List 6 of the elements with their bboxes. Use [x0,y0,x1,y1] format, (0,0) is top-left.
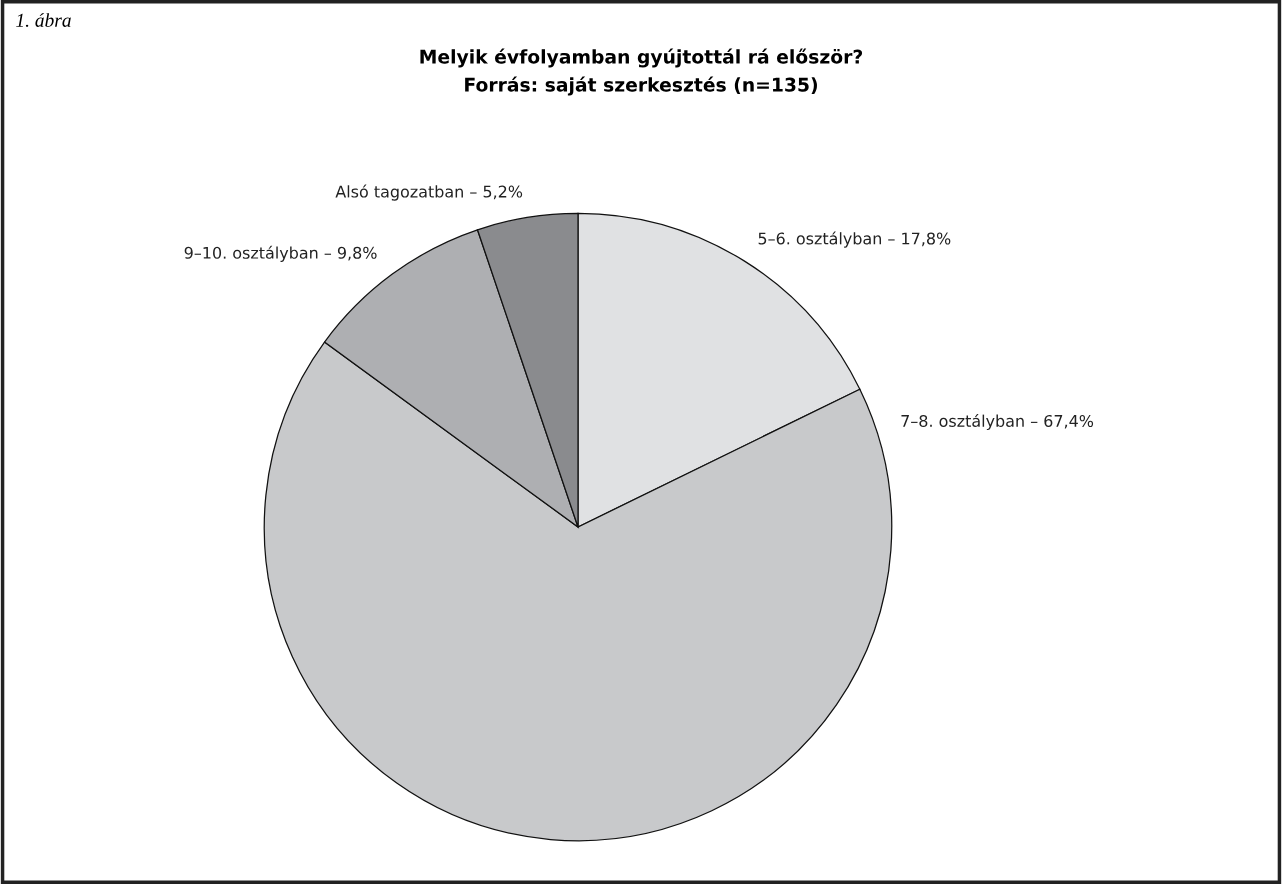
chart-title: Melyik évfolyamban gyújtottál rá először? Forrás: saját szerkesztés (n=135) [420,48,863,96]
slice-label: 9–10. osztályban – 9,8% [184,245,377,262]
slice-label: 5–6. osztályban – 17,8% [758,231,951,248]
text: 1. ábra [16,13,71,27]
slice-label: 7–8. osztályban – 67,4% [901,413,1094,431]
slice-label: Alsó tagozatban – 5,2% [335,184,523,201]
